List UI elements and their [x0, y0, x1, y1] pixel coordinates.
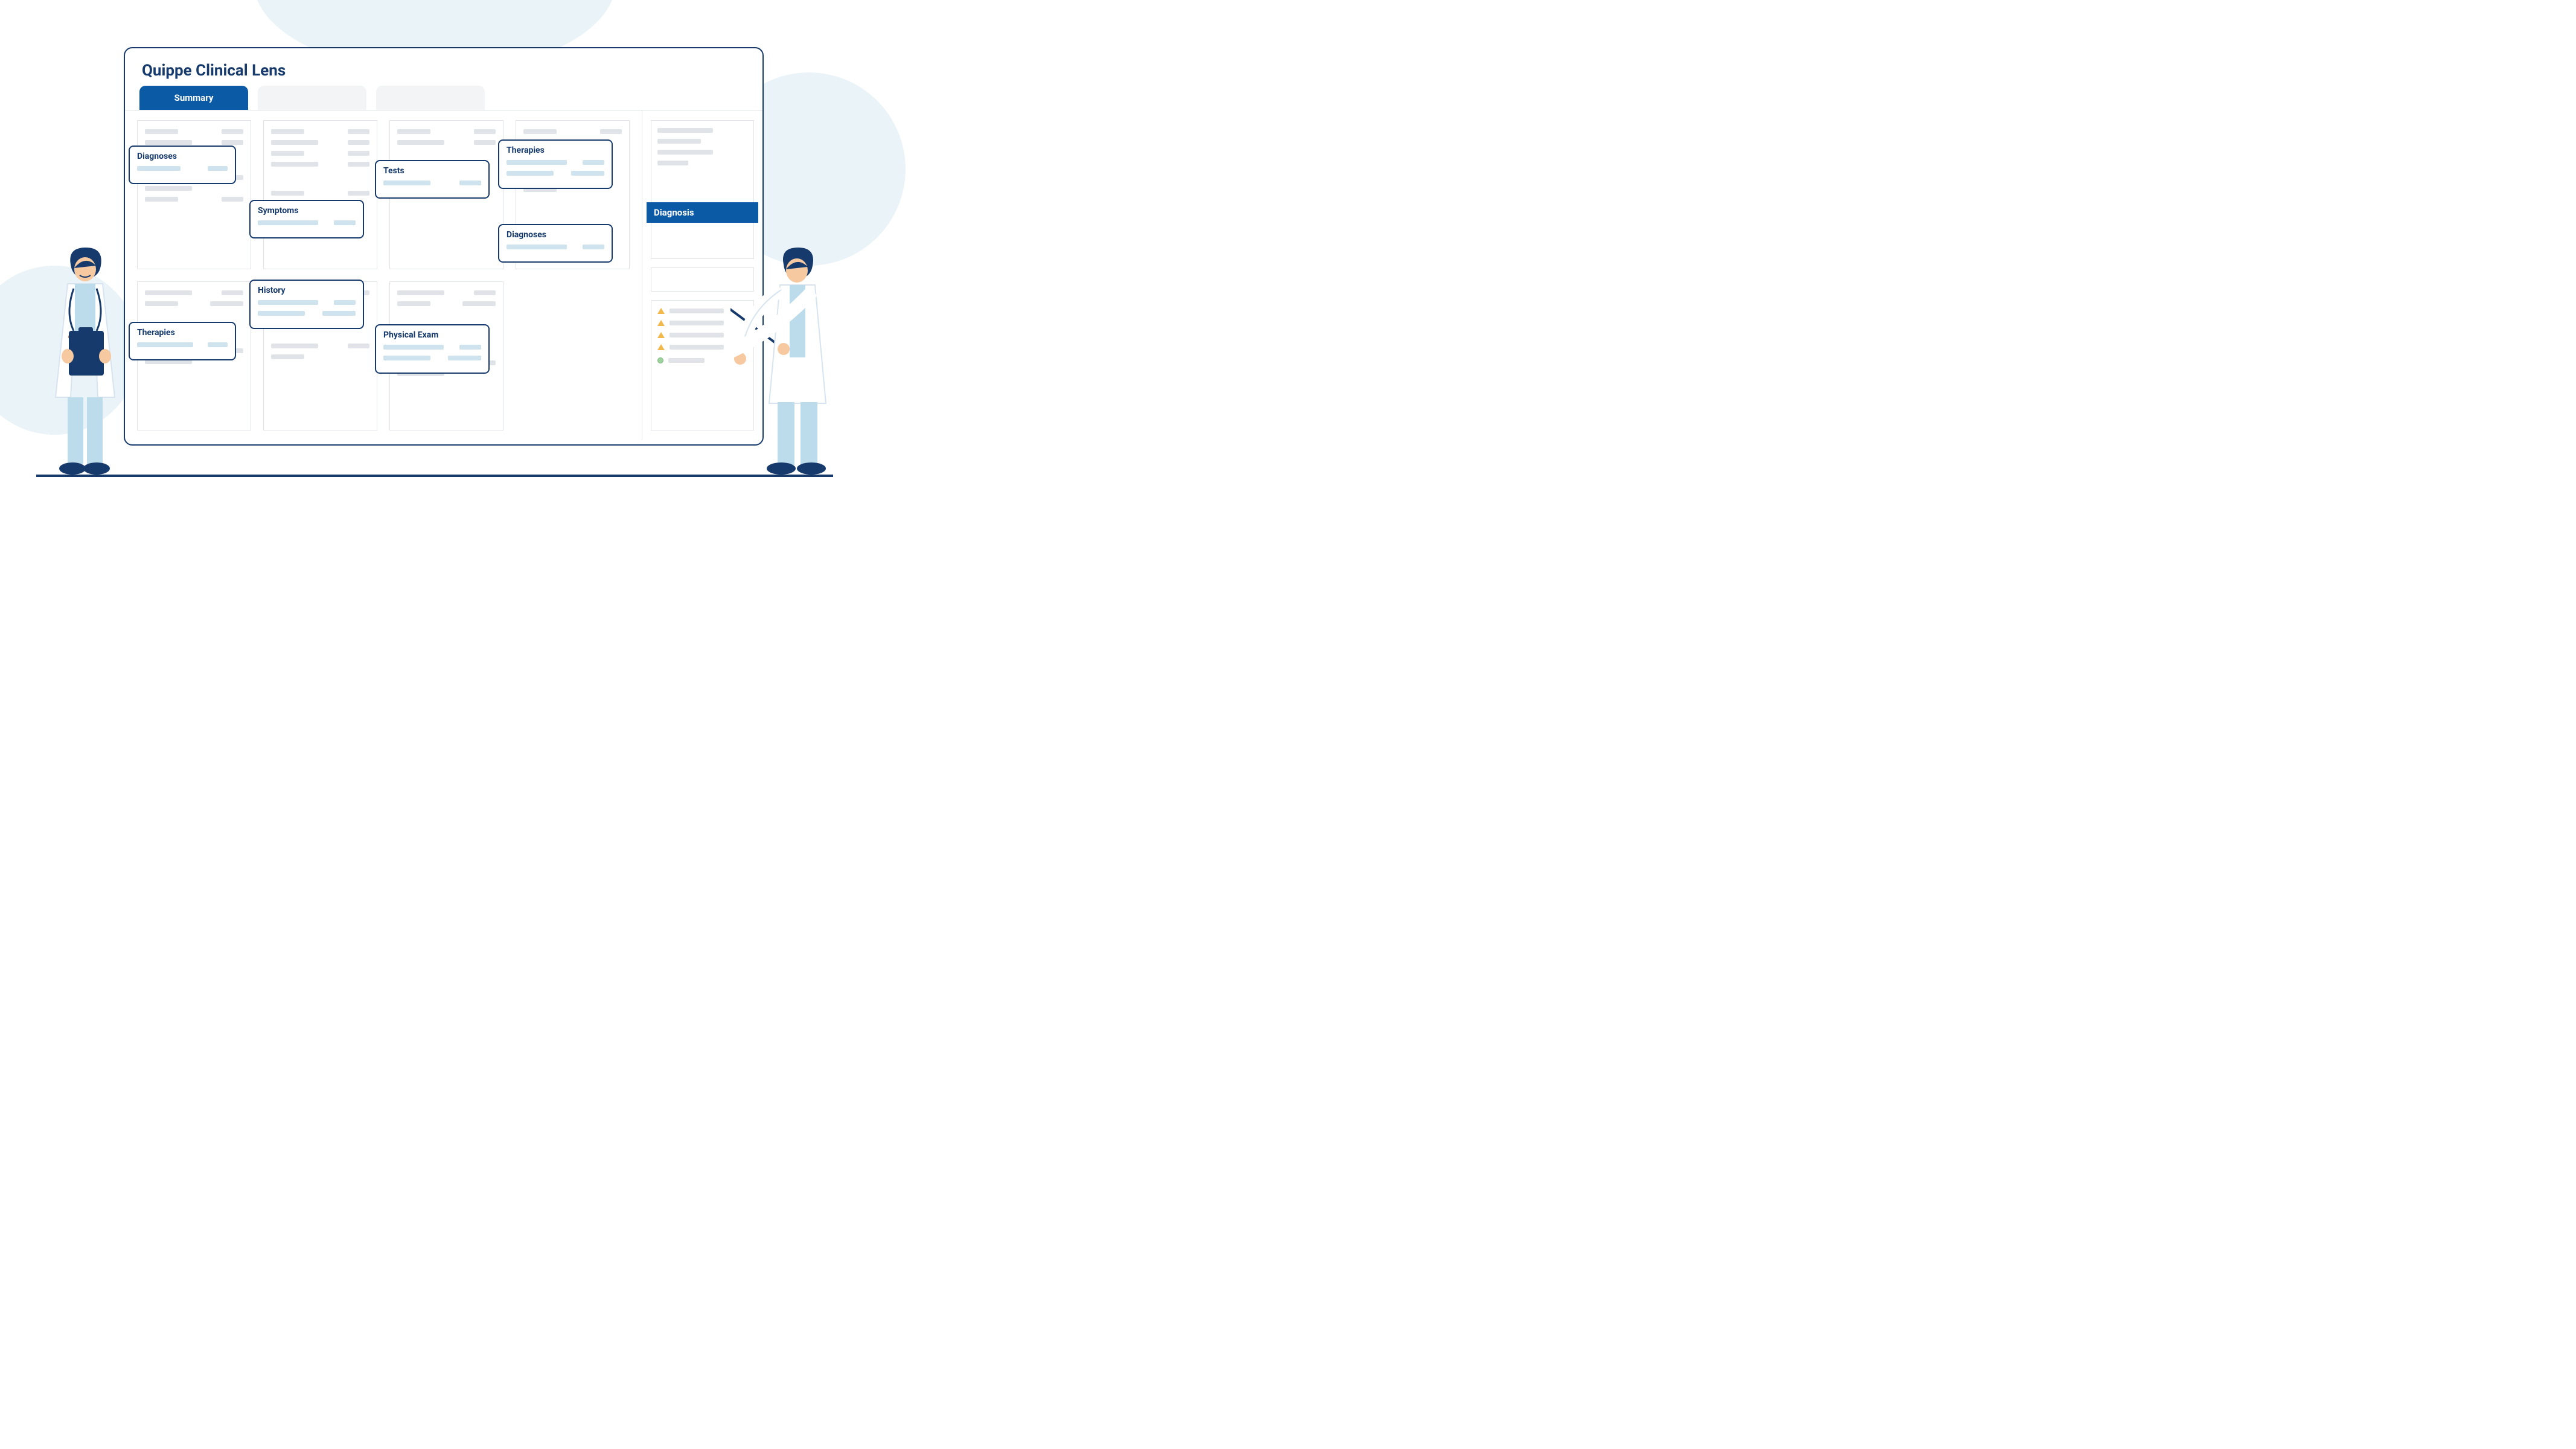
callout-diagnoses[interactable]: Diagnoses — [129, 146, 236, 184]
tab-label: Summary — [174, 92, 214, 103]
callout-physical-exam[interactable]: Physical Exam — [375, 324, 490, 374]
content-card — [137, 120, 251, 269]
ok-icon — [657, 357, 663, 363]
callout-title: Tests — [383, 166, 481, 176]
callout-therapies[interactable]: Therapies — [129, 322, 236, 360]
callout-title: History — [258, 286, 356, 295]
doctor-illustration-left — [37, 246, 128, 476]
main-area: Diagnoses Therapies Symptoms History Tes… — [125, 110, 762, 440]
callout-symptoms[interactable]: Symptoms — [249, 200, 364, 238]
tab-summary[interactable]: Summary — [139, 86, 248, 110]
callout-title: Therapies — [507, 146, 604, 155]
callout-therapies-2[interactable]: Therapies — [498, 139, 613, 189]
diagnosis-label-text: Diagnosis — [654, 207, 694, 218]
callout-title: Diagnoses — [507, 230, 604, 240]
ground-line — [36, 475, 833, 477]
warning-icon — [657, 308, 665, 314]
callout-title: Physical Exam — [383, 330, 481, 340]
tab-blank[interactable] — [258, 86, 366, 110]
content-card-empty — [516, 281, 630, 430]
side-card-summary: Diagnosis — [651, 120, 754, 259]
callout-title: Symptoms — [258, 206, 356, 216]
warning-icon — [657, 344, 665, 350]
callout-title: Diagnoses — [137, 152, 228, 161]
content-grid: Diagnoses Therapies Symptoms History Tes… — [125, 110, 642, 440]
tab-blank[interactable] — [376, 86, 485, 110]
callout-tests[interactable]: Tests — [375, 160, 490, 199]
doctor-illustration-right — [730, 246, 833, 476]
warning-icon — [657, 332, 665, 338]
app-window: Quippe Clinical Lens Summary — [124, 47, 764, 446]
callout-history[interactable]: History — [249, 280, 364, 329]
tabs-row: Summary — [125, 86, 762, 110]
diagnosis-highlight[interactable]: Diagnosis — [647, 202, 758, 223]
callout-diagnoses-2[interactable]: Diagnoses — [498, 224, 613, 263]
content-card — [263, 120, 377, 269]
callout-title: Therapies — [137, 328, 228, 337]
app-title: Quippe Clinical Lens — [125, 48, 762, 86]
warning-icon — [657, 320, 665, 326]
